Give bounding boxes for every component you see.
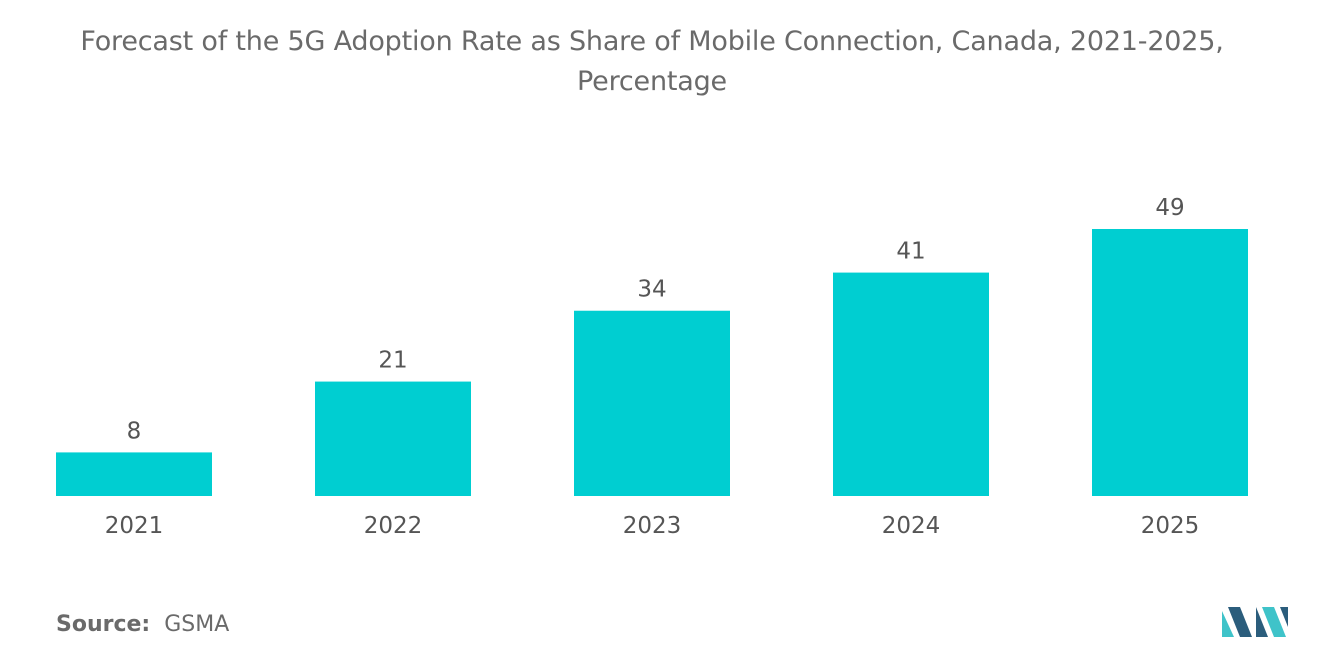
logo-shape-left <box>1222 611 1234 637</box>
data-label-2021: 8 <box>127 418 142 444</box>
bar-chart: 8 2021 21 2022 34 2023 41 2024 49 2025 <box>56 195 1248 539</box>
x-tick-label-2024: 2024 <box>882 513 941 539</box>
data-label-2024: 41 <box>896 239 925 265</box>
chart-title-line-2: Percentage <box>577 66 727 97</box>
bar-2021 <box>56 452 212 496</box>
mordor-intelligence-logo <box>1222 607 1288 637</box>
source-value: GSMA <box>164 612 230 637</box>
data-label-2025: 49 <box>1155 195 1184 221</box>
x-tick-label-2025: 2025 <box>1141 513 1200 539</box>
source-label: Source: <box>56 612 151 637</box>
data-label-2022: 21 <box>378 348 407 374</box>
logo-shape-edge <box>1280 607 1288 627</box>
x-tick-label-2021: 2021 <box>105 513 164 539</box>
chart-title-line-1: Forecast of the 5G Adoption Rate as Shar… <box>80 26 1224 57</box>
bar-2025 <box>1092 229 1248 496</box>
data-label-2023: 34 <box>637 277 666 303</box>
x-tick-label-2022: 2022 <box>364 513 423 539</box>
bar-2023 <box>574 310 730 496</box>
source-note: Source: GSMA <box>56 612 229 637</box>
chart-title: Forecast of the 5G Adoption Rate as Shar… <box>0 22 1304 102</box>
logo-shape-right-dark <box>1256 607 1268 637</box>
logo-shape-mid <box>1228 607 1252 637</box>
bar-2022 <box>315 381 471 496</box>
x-tick-label-2023: 2023 <box>623 513 682 539</box>
logo-shape-right-light <box>1262 607 1286 637</box>
bar-2024 <box>833 272 989 496</box>
